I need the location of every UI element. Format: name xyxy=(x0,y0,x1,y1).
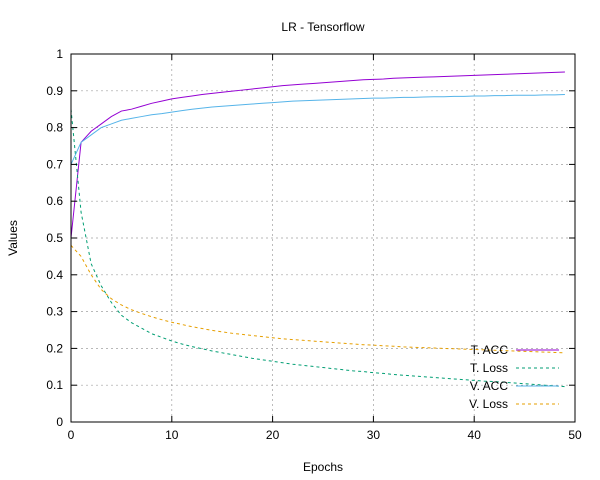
y-tick-label: 1 xyxy=(56,47,63,61)
x-tick-label: 10 xyxy=(165,428,179,442)
y-tick-label: 0 xyxy=(56,415,63,429)
y-tick-label: 0.2 xyxy=(46,341,63,355)
y-tick-label: 0.5 xyxy=(46,231,63,245)
axis-ticks: 00.10.20.30.40.50.60.70.80.910 10 20 30 40 50 xyxy=(46,47,582,442)
series-line-t-acc xyxy=(70,71,565,239)
y-tick-label: 0.6 xyxy=(46,194,63,208)
legend-label-v-acc: V. ACC xyxy=(470,379,509,393)
y-tick-label: 0.7 xyxy=(46,157,63,171)
x-tick-label: 40 xyxy=(468,428,482,442)
series-line-v-acc xyxy=(70,93,565,165)
y-tick-label: 0.1 xyxy=(46,378,63,392)
chart-title: LR - Tensorflow xyxy=(281,20,364,34)
y-tick-label: 0.8 xyxy=(46,121,63,135)
y-tick-label: 0.3 xyxy=(46,305,63,319)
y-tick-label: 0.4 xyxy=(46,268,63,282)
y-axis-title: Values xyxy=(6,220,20,256)
legend-label-t-acc: T. ACC xyxy=(471,343,509,357)
x-tick-label: 0 xyxy=(68,428,75,442)
plot-series xyxy=(70,71,565,388)
x-tick-label: 50 xyxy=(568,428,582,442)
x-axis-title: Epochs xyxy=(303,460,343,474)
grid xyxy=(71,54,575,422)
series-line-v-loss xyxy=(70,245,565,354)
series-line-t-loss xyxy=(70,109,565,388)
legend-label-v-loss: V. Loss xyxy=(469,397,508,411)
legend: T. ACC T. Loss V. ACC V. Loss xyxy=(469,343,559,411)
x-tick-label: 20 xyxy=(266,428,280,442)
legend-label-t-loss: T. Loss xyxy=(470,361,508,375)
x-tick-label: 30 xyxy=(367,428,381,442)
y-tick-label: 0.9 xyxy=(46,84,63,98)
